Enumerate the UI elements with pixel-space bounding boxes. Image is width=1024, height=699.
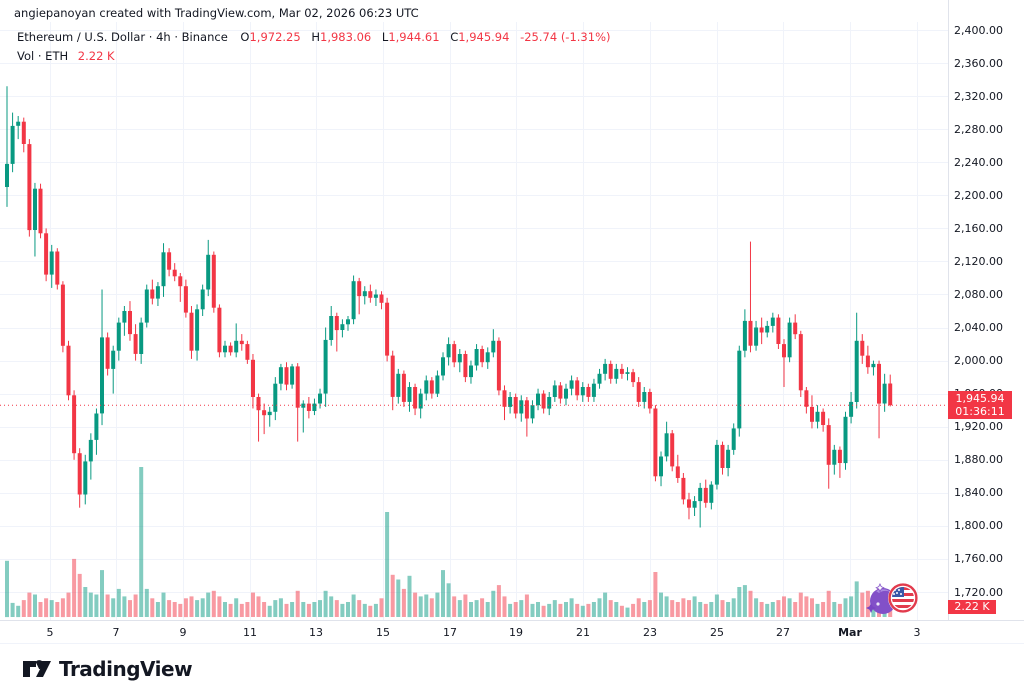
time-tick-label: 7: [112, 626, 120, 639]
high-label: H: [311, 30, 321, 44]
current-price-value: 1,945.94: [955, 392, 1005, 405]
price-tick-label: 1,760.00: [954, 552, 1003, 566]
time-tick-label: 13: [309, 626, 323, 639]
time-tick-label: 25: [710, 626, 724, 639]
price-tick-label: 2,240.00: [954, 155, 1003, 169]
close-value: 1,945.94: [458, 30, 510, 44]
exchange-label: Binance: [181, 30, 228, 44]
price-tick-label: 1,880.00: [954, 453, 1003, 467]
volume-bars: [5, 467, 893, 618]
symbol-title[interactable]: Ethereum / U.S. Dollar: [17, 30, 146, 44]
time-tick-label: 9: [179, 626, 187, 639]
us-flag-roundel-icon: [888, 583, 918, 613]
low-label: L: [381, 30, 389, 44]
time-tick-label: 17: [443, 626, 457, 639]
price-tick-label: 1,720.00: [954, 585, 1003, 599]
bar-countdown: 01:36:11: [955, 405, 1005, 418]
time-tick-label: 11: [243, 626, 257, 639]
time-tick-label: 19: [509, 626, 523, 639]
sticker-group: [866, 583, 918, 614]
axis-borders: [0, 0, 1024, 644]
price-tick-label: 2,160.00: [954, 221, 1003, 235]
change-value: -25.74 (-1.31%): [520, 30, 611, 44]
attribution-text: angiepanoyan created with TradingView.co…: [14, 6, 419, 20]
time-tick-label: 15: [376, 626, 390, 639]
tradingview-logo-mark: [23, 660, 51, 677]
price-tick-label: 2,000.00: [954, 354, 1003, 368]
current-volume-value: 2.22 K: [954, 600, 990, 613]
current-price-tag: 1,945.94 01:36:11: [948, 391, 1012, 419]
price-tick-label: 1,840.00: [954, 486, 1003, 500]
current-volume-tag: 2.22 K: [948, 600, 996, 614]
interval-label[interactable]: 4h: [156, 30, 171, 44]
price-tick-label: 2,080.00: [954, 287, 1003, 301]
open-value: 1,972.25: [249, 30, 301, 44]
price-tick-label: 2,200.00: [954, 188, 1003, 202]
candles: [5, 86, 893, 528]
price-tick-label: 2,320.00: [954, 89, 1003, 103]
time-tick-label: 23: [643, 626, 657, 639]
gridlines: [0, 22, 948, 620]
time-tick-label: 3: [913, 626, 921, 639]
price-tick-label: 2,360.00: [954, 56, 1003, 70]
close-label: C: [450, 30, 459, 44]
price-tick-label: 2,040.00: [954, 321, 1003, 335]
high-value: 1,983.06: [320, 30, 372, 44]
price-tick-label: 1,800.00: [954, 519, 1003, 533]
price-tick-label: 2,120.00: [954, 254, 1003, 268]
low-value: 1,944.61: [388, 30, 440, 44]
price-tick-label: 2,400.00: [954, 23, 1003, 37]
price-tick-label: 1,920.00: [954, 420, 1003, 434]
tradingview-logo[interactable]: TradingView: [22, 657, 193, 681]
tradingview-logo-text: TradingView: [59, 657, 193, 681]
price-tick-label: 2,280.00: [954, 122, 1003, 136]
time-tick-label: Mar: [838, 626, 862, 639]
volume-indicator-label[interactable]: Vol · ETH: [17, 49, 69, 63]
open-label: O: [240, 30, 250, 44]
volume-indicator-value: 2.22 K: [77, 49, 115, 63]
time-tick-label: 5: [46, 626, 54, 639]
time-tick-label: 27: [776, 626, 790, 639]
time-tick-label: 21: [576, 626, 590, 639]
chart-legend: Ethereum / U.S. Dollar · 4h · Binance O1…: [17, 30, 611, 63]
